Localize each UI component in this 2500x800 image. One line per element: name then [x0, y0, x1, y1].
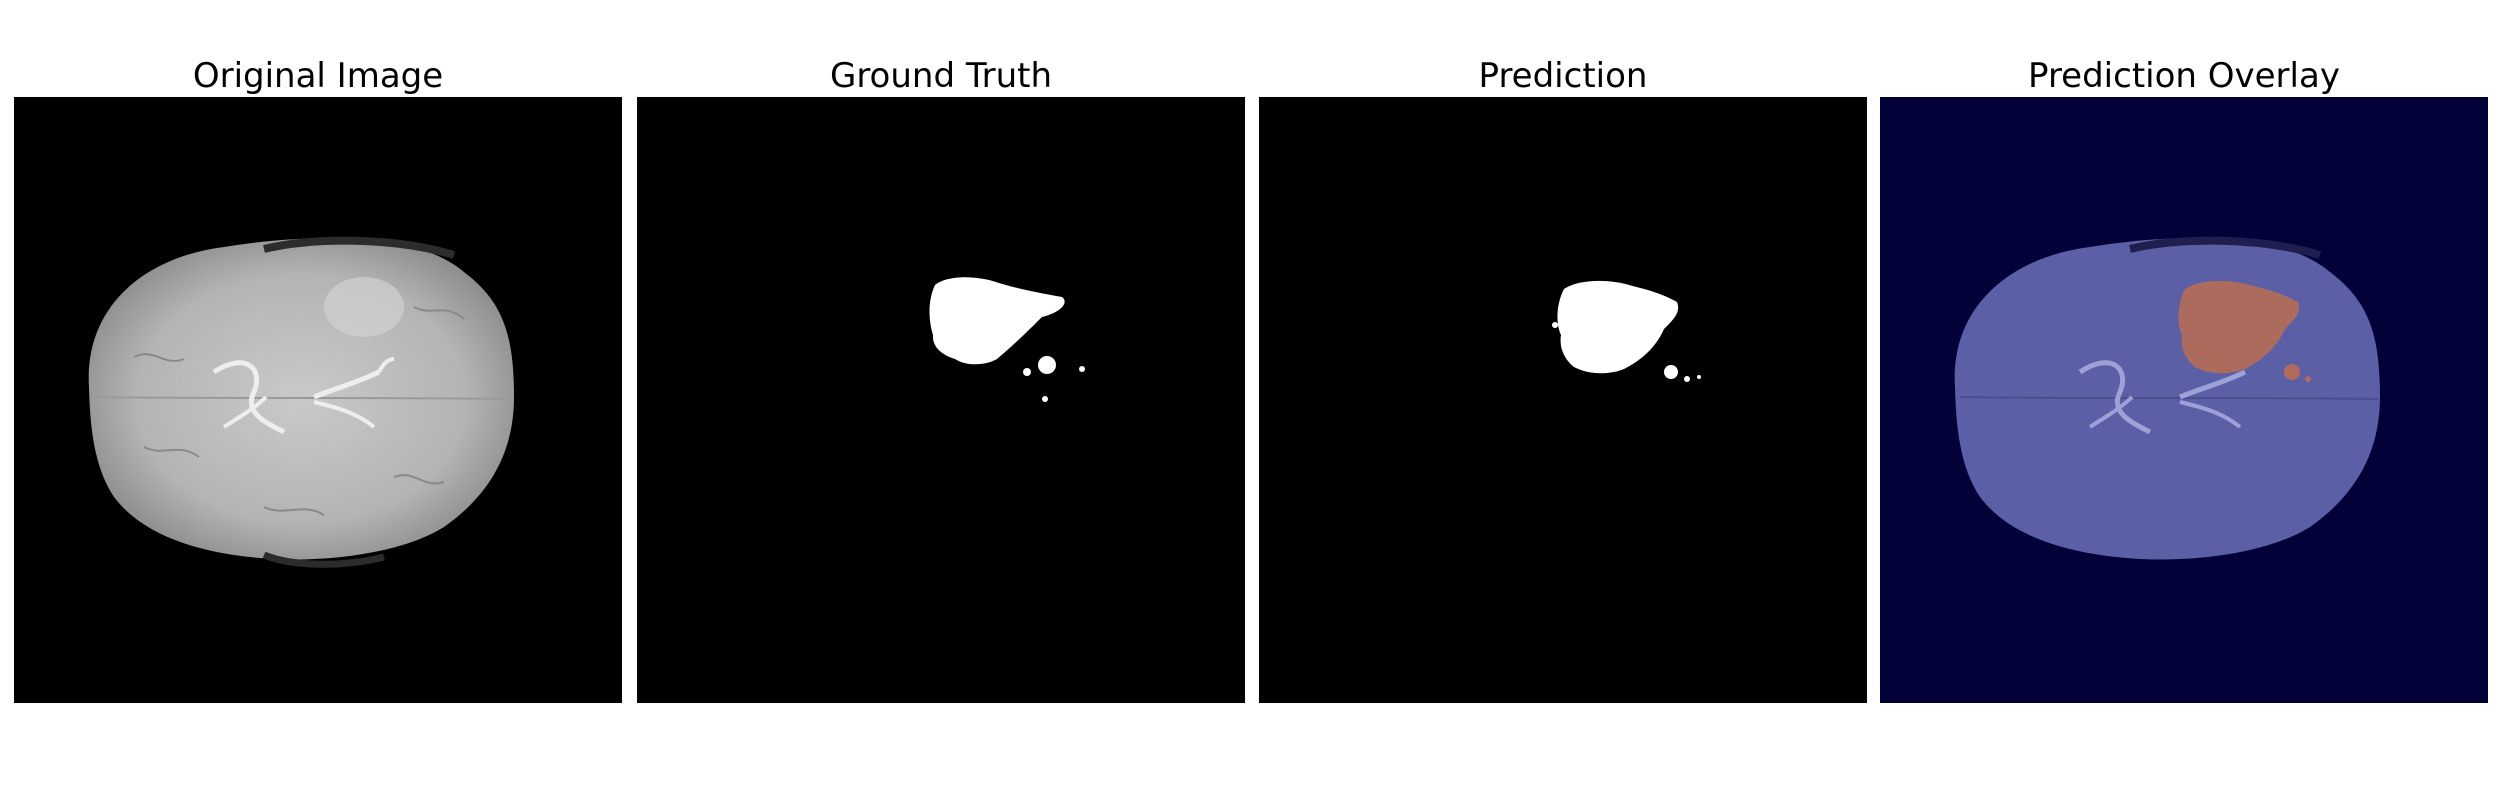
prediction-overlay-image — [1880, 97, 2488, 703]
ground-truth-mask — [637, 97, 1245, 703]
prediction-mask — [1259, 97, 1867, 703]
panel-prediction-overlay: Prediction Overlay — [1880, 0, 2488, 800]
panel-ground-truth: Ground Truth — [637, 0, 1245, 800]
panel-title-original-image: Original Image — [192, 56, 444, 96]
panel-prediction: Prediction — [1259, 0, 1867, 800]
panel-title-ground-truth: Ground Truth — [829, 56, 1053, 96]
panel-original-image: Original Image — [14, 0, 622, 800]
original-mri-image — [14, 97, 622, 703]
panel-title-prediction: Prediction — [1478, 56, 1648, 96]
panel-title-prediction-overlay: Prediction Overlay — [2028, 56, 2340, 96]
